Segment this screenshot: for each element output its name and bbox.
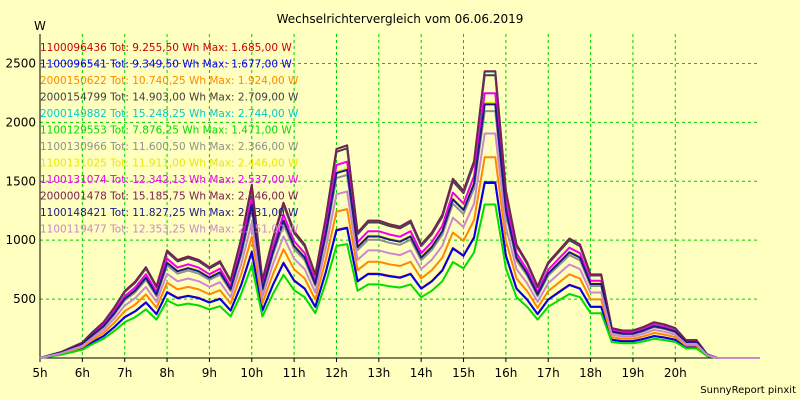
series-line bbox=[39, 182, 760, 359]
x-tick-label: 5h bbox=[32, 366, 47, 380]
x-tick-label: 12h bbox=[325, 366, 348, 380]
legend-entry: 1100129553 Tot: 7.876,25 Wh Max: 1.471,0… bbox=[40, 125, 292, 137]
x-tick-label: 8h bbox=[159, 366, 174, 380]
y-tick-label: 1500 bbox=[5, 174, 36, 188]
credit-text: SunnyReport pinxit bbox=[700, 385, 796, 396]
x-tick-label: 13h bbox=[367, 366, 390, 380]
legend-entry: 1100096436 Tot: 9.255,50 Wh Max: 1.685,0… bbox=[40, 42, 292, 54]
legend-entry: 2000149882 Tot: 15.248,25 Wh Max: 2.744,… bbox=[40, 108, 299, 120]
y-tick-label: 500 bbox=[13, 292, 36, 306]
legend-entry: 1100130966 Tot: 11.600,50 Wh Max: 2.366,… bbox=[40, 141, 299, 153]
legend: 1100096436 Tot: 9.255,50 Wh Max: 1.685,0… bbox=[40, 42, 299, 236]
legend-entry: 1100096541 Tot: 9.349,50 Wh Max: 1.677,0… bbox=[40, 59, 292, 71]
x-tick-label: 15h bbox=[452, 366, 475, 380]
x-tick-label: 20h bbox=[664, 366, 687, 380]
legend-entry: 1100131025 Tot: 11.911,00 Wh Max: 2.446,… bbox=[40, 158, 299, 170]
legend-entry: 1100131074 Tot: 12.342,13 Wh Max: 2.537,… bbox=[40, 174, 299, 186]
series-lines bbox=[39, 70, 760, 359]
x-tick-label: 19h bbox=[622, 366, 645, 380]
legend-entry: 2000001478 Tot: 15.185,75 Wh Max: 2.746,… bbox=[40, 191, 299, 203]
y-axis-unit: W bbox=[34, 19, 46, 33]
series-line bbox=[39, 103, 760, 359]
series-line bbox=[39, 156, 760, 359]
x-tick-label: 14h bbox=[410, 366, 433, 380]
x-tick-label: 9h bbox=[202, 366, 217, 380]
x-tick-label: 10h bbox=[240, 366, 263, 380]
x-tick-label: 6h bbox=[75, 366, 90, 380]
legend-entry: 1100119477 Tot: 12.353,25 Wh Max: 2.151,… bbox=[40, 224, 299, 236]
legend-entry: 2000154799 Tot: 14.903,00 Wh Max: 2.709,… bbox=[40, 92, 299, 104]
x-tick-label: 17h bbox=[537, 366, 560, 380]
chart-title: Wechselrichtervergleich vom 06.06.2019 bbox=[277, 12, 524, 26]
legend-entry: 1100148421 Tot: 11.827,25 Wh Max: 2.431,… bbox=[40, 207, 299, 219]
axes: 500 1000 1500 2000 2500 5h 6h 7h 8h 9h 10h 11h 12h 13… bbox=[5, 34, 760, 380]
series-line bbox=[39, 132, 760, 359]
x-tick-label: 16h bbox=[494, 366, 517, 380]
x-tick-label: 11h bbox=[283, 366, 306, 380]
series-line bbox=[39, 203, 760, 359]
x-tick-label: 7h bbox=[117, 366, 132, 380]
legend-entry: 2000150622 Tot: 10.740,25 Wh Max: 1.924,… bbox=[40, 75, 299, 87]
y-tick-label: 1000 bbox=[5, 233, 36, 247]
series-line bbox=[39, 92, 760, 359]
x-tick-label: 18h bbox=[579, 366, 602, 380]
y-tick-label: 2500 bbox=[5, 56, 36, 70]
series-line bbox=[39, 70, 760, 359]
y-tick-label: 2000 bbox=[5, 115, 36, 129]
